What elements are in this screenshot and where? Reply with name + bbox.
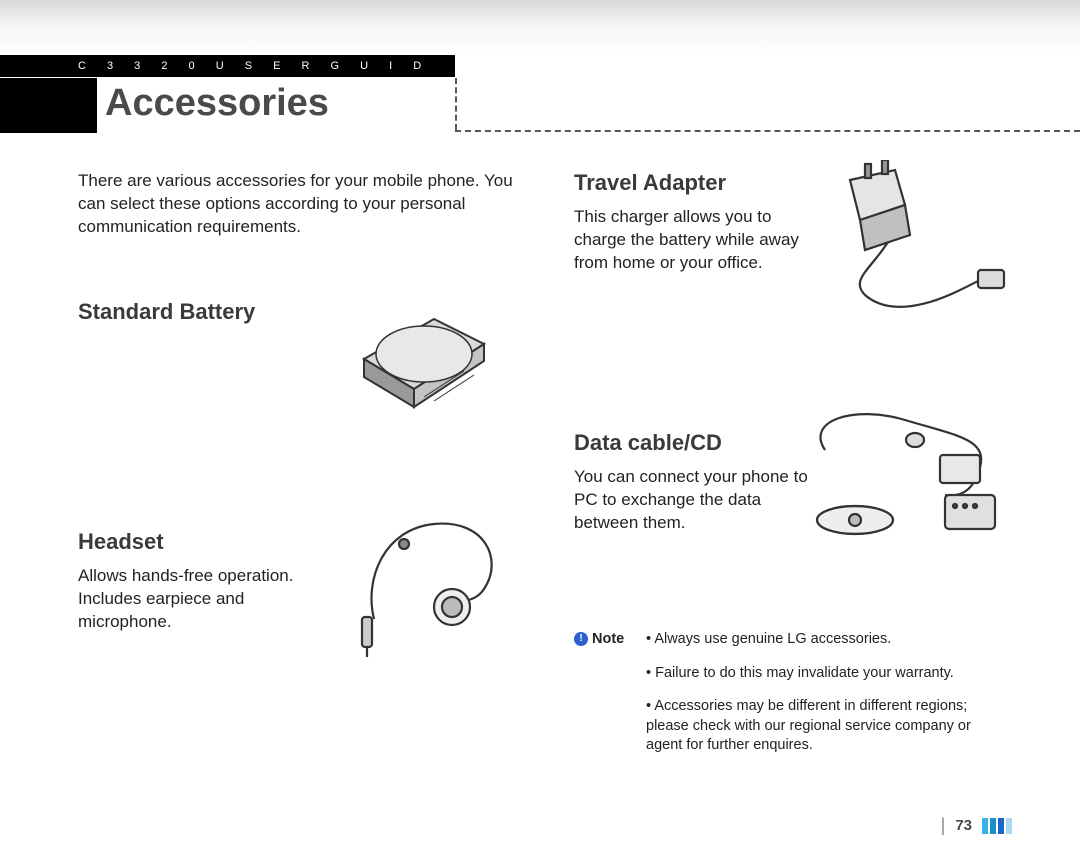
note-row-3: • Accessories may be different in differ… <box>574 697 1010 756</box>
section-standard-battery: Standard Battery <box>78 299 514 489</box>
note-label-text: Note <box>592 631 624 647</box>
body-headset: Allows hands-free operation. Includes ea… <box>78 565 328 634</box>
content: There are various accessories for your m… <box>78 170 1010 804</box>
adapter-illustration <box>810 160 1020 330</box>
note-icon: ! <box>574 632 588 646</box>
section-headset: Headset Allows hands-free operation. Inc… <box>78 529 514 634</box>
note-item-3: • Accessories may be different in differ… <box>646 697 1010 756</box>
note-row-2: • Failure to do this may invalidate your… <box>574 664 1010 684</box>
left-column: There are various accessories for your m… <box>78 170 514 804</box>
title-black-box <box>0 78 97 133</box>
body-data-cable: You can connect your phone to PC to exch… <box>574 466 824 535</box>
body-travel-adapter: This charger allows you to charge the ba… <box>574 206 824 275</box>
intro-text: There are various accessories for your m… <box>78 170 514 239</box>
footer-bars <box>982 818 1012 834</box>
footer: | 73 <box>941 815 1012 836</box>
header-bar: C 3 3 2 0 U S E R G U I D E <box>0 55 455 77</box>
note-row-1: ! Note • Always use genuine LG accessorie… <box>574 630 1010 650</box>
page-title-wrap: Accessories <box>0 78 455 138</box>
headset-illustration <box>334 489 524 659</box>
datacable-illustration <box>795 400 1025 570</box>
bar-1 <box>982 818 988 834</box>
note-block: ! Note • Always use genuine LG accessorie… <box>574 630 1010 756</box>
page-number: 73 <box>955 817 972 834</box>
note-item-2: • Failure to do this may invalidate your… <box>646 664 1010 684</box>
right-column: Travel Adapter This charger allows you t… <box>574 170 1010 804</box>
footer-pipe: | <box>941 815 946 836</box>
section-travel-adapter: Travel Adapter This charger allows you t… <box>574 170 1010 390</box>
dashed-line-vert <box>455 78 457 130</box>
dashed-line-top <box>455 130 1080 132</box>
section-data-cable: Data cable/CD You can connect your phone… <box>574 430 1010 590</box>
note-label: ! Note <box>574 630 646 650</box>
bar-3 <box>998 818 1004 834</box>
page-title: Accessories <box>97 78 329 138</box>
bar-2 <box>990 818 996 834</box>
note-item-1: • Always use genuine LG accessories. <box>646 630 1010 650</box>
battery-illustration <box>324 279 504 439</box>
bar-4 <box>1006 818 1012 834</box>
